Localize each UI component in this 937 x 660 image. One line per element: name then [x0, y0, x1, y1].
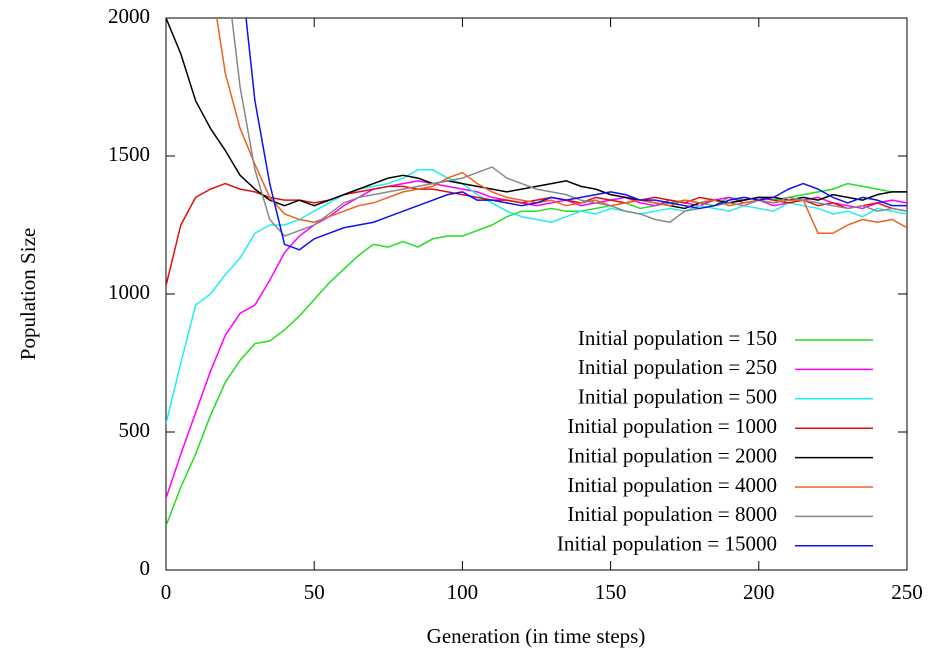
legend-label: Initial population = 15000	[557, 532, 777, 556]
series-line	[245, 18, 907, 251]
y-tick-label: 1500	[108, 142, 150, 166]
y-tick-label: 500	[119, 418, 151, 442]
x-tick-label: 150	[595, 580, 627, 604]
x-tick-label: 100	[447, 580, 479, 604]
series-line	[231, 18, 907, 237]
y-axis-label: Population Size	[16, 228, 40, 360]
legend-label: Initial population = 500	[578, 385, 777, 409]
legend-label: Initial population = 250	[578, 355, 777, 379]
series-line	[166, 169, 907, 424]
series-line	[166, 182, 907, 286]
y-tick-label: 1000	[108, 280, 150, 304]
x-axis-label: Generation (in time steps)	[427, 624, 646, 648]
legend-label: Initial population = 2000	[567, 443, 777, 467]
legend-label: Initial population = 150	[578, 326, 777, 350]
legend-label: Initial population = 4000	[567, 473, 777, 497]
x-tick-label: 200	[743, 580, 775, 604]
series-line	[166, 18, 907, 210]
x-tick-label: 250	[891, 580, 923, 604]
legend-label: Initial population = 8000	[567, 502, 777, 526]
legend-label: Initial population = 1000	[567, 414, 777, 438]
x-tick-label: 50	[304, 580, 325, 604]
series-line	[166, 180, 907, 499]
plot-lines	[166, 18, 907, 527]
y-tick-label: 0	[140, 556, 151, 580]
x-tick-label: 0	[161, 580, 172, 604]
y-tick-label: 2000	[108, 4, 150, 28]
series-line	[166, 182, 907, 527]
